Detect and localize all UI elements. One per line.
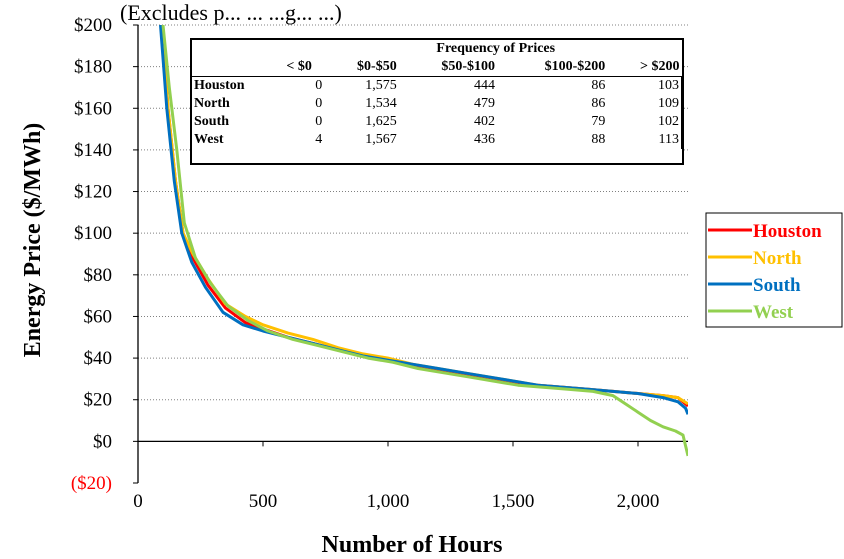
row-name: West — [194, 132, 224, 147]
y-axis-ticks: $200 $180 $160 $140 $120 $100 $80 $60 $40 $20 $0 ($… — [71, 15, 112, 494]
y-tick-label: ($20) — [71, 473, 112, 494]
table-cell: 103 — [607, 76, 683, 95]
legend-label: North — [753, 248, 802, 269]
table-cell: 402 — [474, 114, 496, 129]
col-header: > $200 — [607, 58, 682, 77]
table-row: South 0 1,625 402 79 102 — [192, 113, 683, 131]
x-axis-title: Number of Hours — [322, 532, 503, 558]
series-line-west — [161, 25, 688, 457]
y-tick-label: $60 — [84, 306, 113, 327]
series-lines — [159, 25, 688, 457]
y-tick-label: $200 — [74, 15, 112, 36]
table-row: North 0 1,534 479 86 109 — [192, 95, 683, 113]
y-tick-label: $140 — [74, 140, 112, 161]
x-tick-label: 1,500 — [492, 491, 535, 512]
table-cell: 0 — [315, 78, 323, 93]
legend-label: Houston — [753, 221, 822, 242]
table-cell: 0 — [315, 114, 323, 129]
x-tick-label: 500 — [249, 491, 278, 512]
table-cell: 1,534 — [365, 96, 397, 111]
x-tick-label: 0 — [133, 491, 143, 512]
row-name: South — [194, 114, 230, 129]
table-cell: 86 — [591, 96, 606, 111]
table-cell: 1,625 — [365, 114, 397, 129]
table-cell: 1,567 — [365, 132, 397, 147]
table-cell: 4 — [315, 132, 323, 147]
legend-box — [705, 212, 843, 328]
legend-label: South — [753, 275, 801, 296]
legend-label: West — [753, 302, 794, 323]
y-tick-label: $20 — [84, 390, 113, 411]
table-cell: 0 — [315, 96, 323, 111]
x-axis-ticks: 0 500 1,000 1,500 2,000 — [133, 491, 659, 512]
col-header: $0-$50 — [324, 58, 399, 77]
x-tick-label: 1,000 — [367, 491, 410, 512]
row-name: Houston — [194, 78, 245, 93]
y-tick-label: $160 — [74, 98, 112, 119]
table-cell: 86 — [591, 78, 606, 93]
legend: Houston North South West — [705, 212, 843, 328]
col-header: < $0 — [274, 58, 325, 77]
table-cell: 479 — [474, 96, 496, 111]
table-cell: 88 — [591, 132, 606, 147]
table-title: Frequency of Prices — [436, 41, 556, 56]
y-tick-label: $120 — [74, 182, 112, 203]
frequency-of-prices-table: Frequency of Prices < $0 $0-$50 $50-$100… — [190, 38, 684, 165]
table-cell: 113 — [607, 131, 683, 149]
top-caption: (Excludes p... ... ...g... ...) — [120, 0, 342, 25]
row-name: North — [194, 96, 230, 111]
col-header: $100-$200 — [497, 58, 608, 77]
table-cell: 79 — [591, 114, 606, 129]
y-tick-label: $100 — [74, 223, 112, 244]
table-cell: 102 — [607, 113, 683, 131]
table-row: West 4 1,567 436 88 113 — [192, 131, 683, 149]
col-header: $50-$100 — [398, 58, 498, 77]
y-tick-label: $40 — [84, 348, 113, 369]
table-cell: 1,575 — [365, 78, 397, 93]
table-cell: 436 — [474, 132, 496, 147]
table-row: Houston 0 1,575 444 86 103 — [192, 76, 683, 95]
y-tick-label: $0 — [93, 431, 112, 452]
axes — [133, 24, 688, 484]
table-cell: 444 — [474, 78, 496, 93]
series-line-south — [159, 25, 688, 415]
y-tick-label: $80 — [84, 265, 113, 286]
y-axis-title: Energy Price ($/MWh) — [20, 123, 46, 358]
x-tick-label: 2,000 — [617, 491, 660, 512]
table-cell: 109 — [607, 95, 683, 113]
y-tick-label: $180 — [74, 57, 112, 78]
